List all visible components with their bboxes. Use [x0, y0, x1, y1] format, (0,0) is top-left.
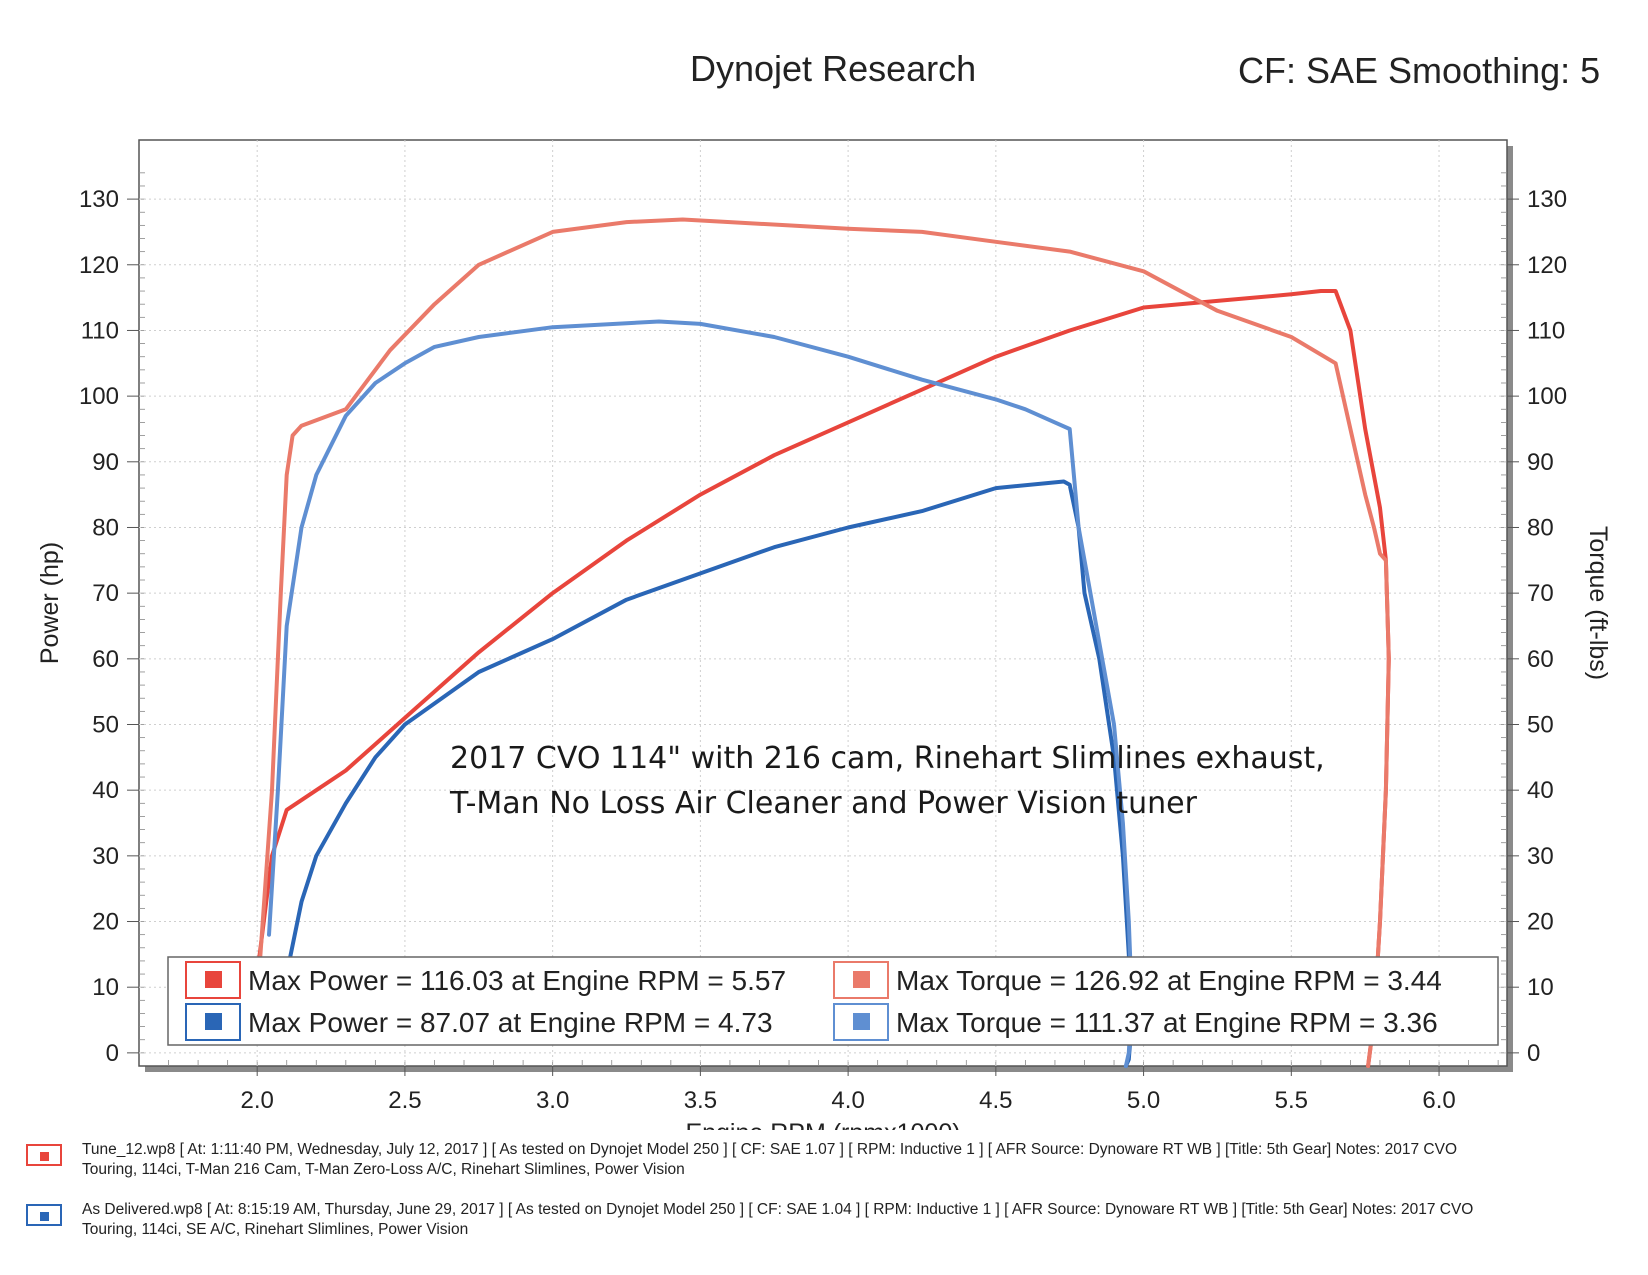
y-tick-label-left: 110: [81, 317, 119, 344]
run-entry-tune12: Tune_12.wp8 [ At: 1:11:40 PM, Wednesday,…: [26, 1140, 1642, 1180]
legend-swatch-frame: [833, 1003, 889, 1041]
x-tick-label: 3.5: [684, 1087, 717, 1114]
y-tick-label-left: 0: [106, 1040, 119, 1067]
run-description-line2: Touring, 114ci, T-Man 216 Cam, T-Man Zer…: [82, 1161, 685, 1178]
y-tick-label-right: 20: [1527, 909, 1554, 936]
x-tick-label: 6.0: [1422, 1087, 1455, 1114]
y-tick-label-left: 60: [92, 646, 119, 673]
annotation-line: 2017 CVO 114" with 216 cam, Rinehart Sli…: [450, 741, 1325, 776]
x-tick-label: 2.5: [388, 1087, 421, 1114]
x-axis-label: Engine RPM (rpmx1000): [685, 1119, 960, 1130]
y-tick-label-left: 70: [92, 580, 119, 607]
correction-factor-label: CF: SAE Smoothing: 5: [1238, 50, 1601, 91]
y-tick-label-right: 120: [1527, 252, 1567, 279]
series-line-3: [267, 319, 1134, 1068]
x-tick-label: 3.0: [536, 1087, 569, 1114]
legend-label: Max Torque = 126.92 at Engine RPM = 3.44: [896, 965, 1442, 996]
y-tick-label-right: 0: [1527, 1040, 1540, 1067]
legend-swatch: [853, 971, 870, 988]
y-tick-label-left: 130: [79, 186, 119, 213]
y-tick-label-right: 130: [1527, 186, 1567, 213]
y-tick-label-left: 20: [92, 909, 119, 936]
annotation-line: T-Man No Loss Air Cleaner and Power Visi…: [449, 786, 1198, 821]
y-tick-label-left: 10: [92, 974, 119, 1001]
dyno-chart: 0 0 10 10 20 20 30 30 40 40 50 50 60 60 70 70 80 80 90 90 10…: [36, 139, 1612, 1130]
run-swatch-icon: [26, 1204, 62, 1226]
chart-title: Dynojet Research: [690, 48, 977, 89]
x-tick-label: 2.0: [240, 1087, 273, 1114]
x-tick-label: 5.5: [1275, 1087, 1308, 1114]
y-tick-label-left: 80: [92, 514, 119, 541]
y-tick-label-left: 100: [79, 383, 119, 410]
data-series-group: [255, 217, 1391, 1068]
series-line-1: [255, 217, 1391, 1068]
legend-label: Max Power = 87.07 at Engine RPM = 4.73: [248, 1007, 773, 1038]
y-tick-label-left: 40: [92, 777, 119, 804]
legend-swatch-frame: [185, 961, 241, 999]
run-swatch-icon: [26, 1144, 62, 1166]
y-tick-label-right: 50: [1527, 711, 1554, 738]
y-tick-label-right: 70: [1527, 580, 1554, 607]
x-tick-label: 4.0: [831, 1087, 864, 1114]
y-tick-label-right: 80: [1527, 514, 1554, 541]
y-tick-label-right: 60: [1527, 646, 1554, 673]
legend-swatch: [205, 971, 222, 988]
run-entry-as-delivered: As Delivered.wp8 [ At: 8:15:19 AM, Thurs…: [26, 1200, 1642, 1240]
run-description-line1: As Delivered.wp8 [ At: 8:15:19 AM, Thurs…: [82, 1201, 1474, 1218]
x-tick-label: 5.0: [1127, 1087, 1160, 1114]
y-tick-label-right: 90: [1527, 449, 1554, 476]
y-tick-label-right: 100: [1527, 383, 1567, 410]
series-line-2: [278, 479, 1134, 1068]
legend-swatch: [205, 1013, 222, 1030]
y-tick-label-left: 120: [79, 252, 119, 279]
y-tick-label-left: 50: [92, 711, 119, 738]
y-tick-label-left: 30: [92, 843, 119, 870]
plot-area: [138, 139, 1508, 1067]
y-axis-label-left: Power (hp): [36, 542, 64, 664]
y-axis-label-right: Torque (ft-lbs): [1584, 526, 1612, 680]
legend-swatch: [853, 1013, 870, 1030]
y-tick-label-right: 10: [1527, 974, 1554, 1001]
legend: Max Power = 116.03 at Engine RPM = 5.57 M…: [167, 956, 1499, 1046]
run-description-line2: Touring, 114ci, SE A/C, Rinehart Slimlin…: [82, 1221, 469, 1238]
y-tick-label-right: 30: [1527, 843, 1554, 870]
legend-label: Max Torque = 111.37 at Engine RPM = 3.36: [896, 1007, 1438, 1038]
y-tick-label-right: 40: [1527, 777, 1554, 804]
y-tick-label-right: 110: [1527, 317, 1565, 344]
legend-label: Max Power = 116.03 at Engine RPM = 5.57: [248, 965, 786, 996]
y-tick-label-left: 90: [92, 449, 119, 476]
x-tick-label: 4.5: [979, 1087, 1012, 1114]
run-description-line1: Tune_12.wp8 [ At: 1:11:40 PM, Wednesday,…: [82, 1141, 1458, 1158]
